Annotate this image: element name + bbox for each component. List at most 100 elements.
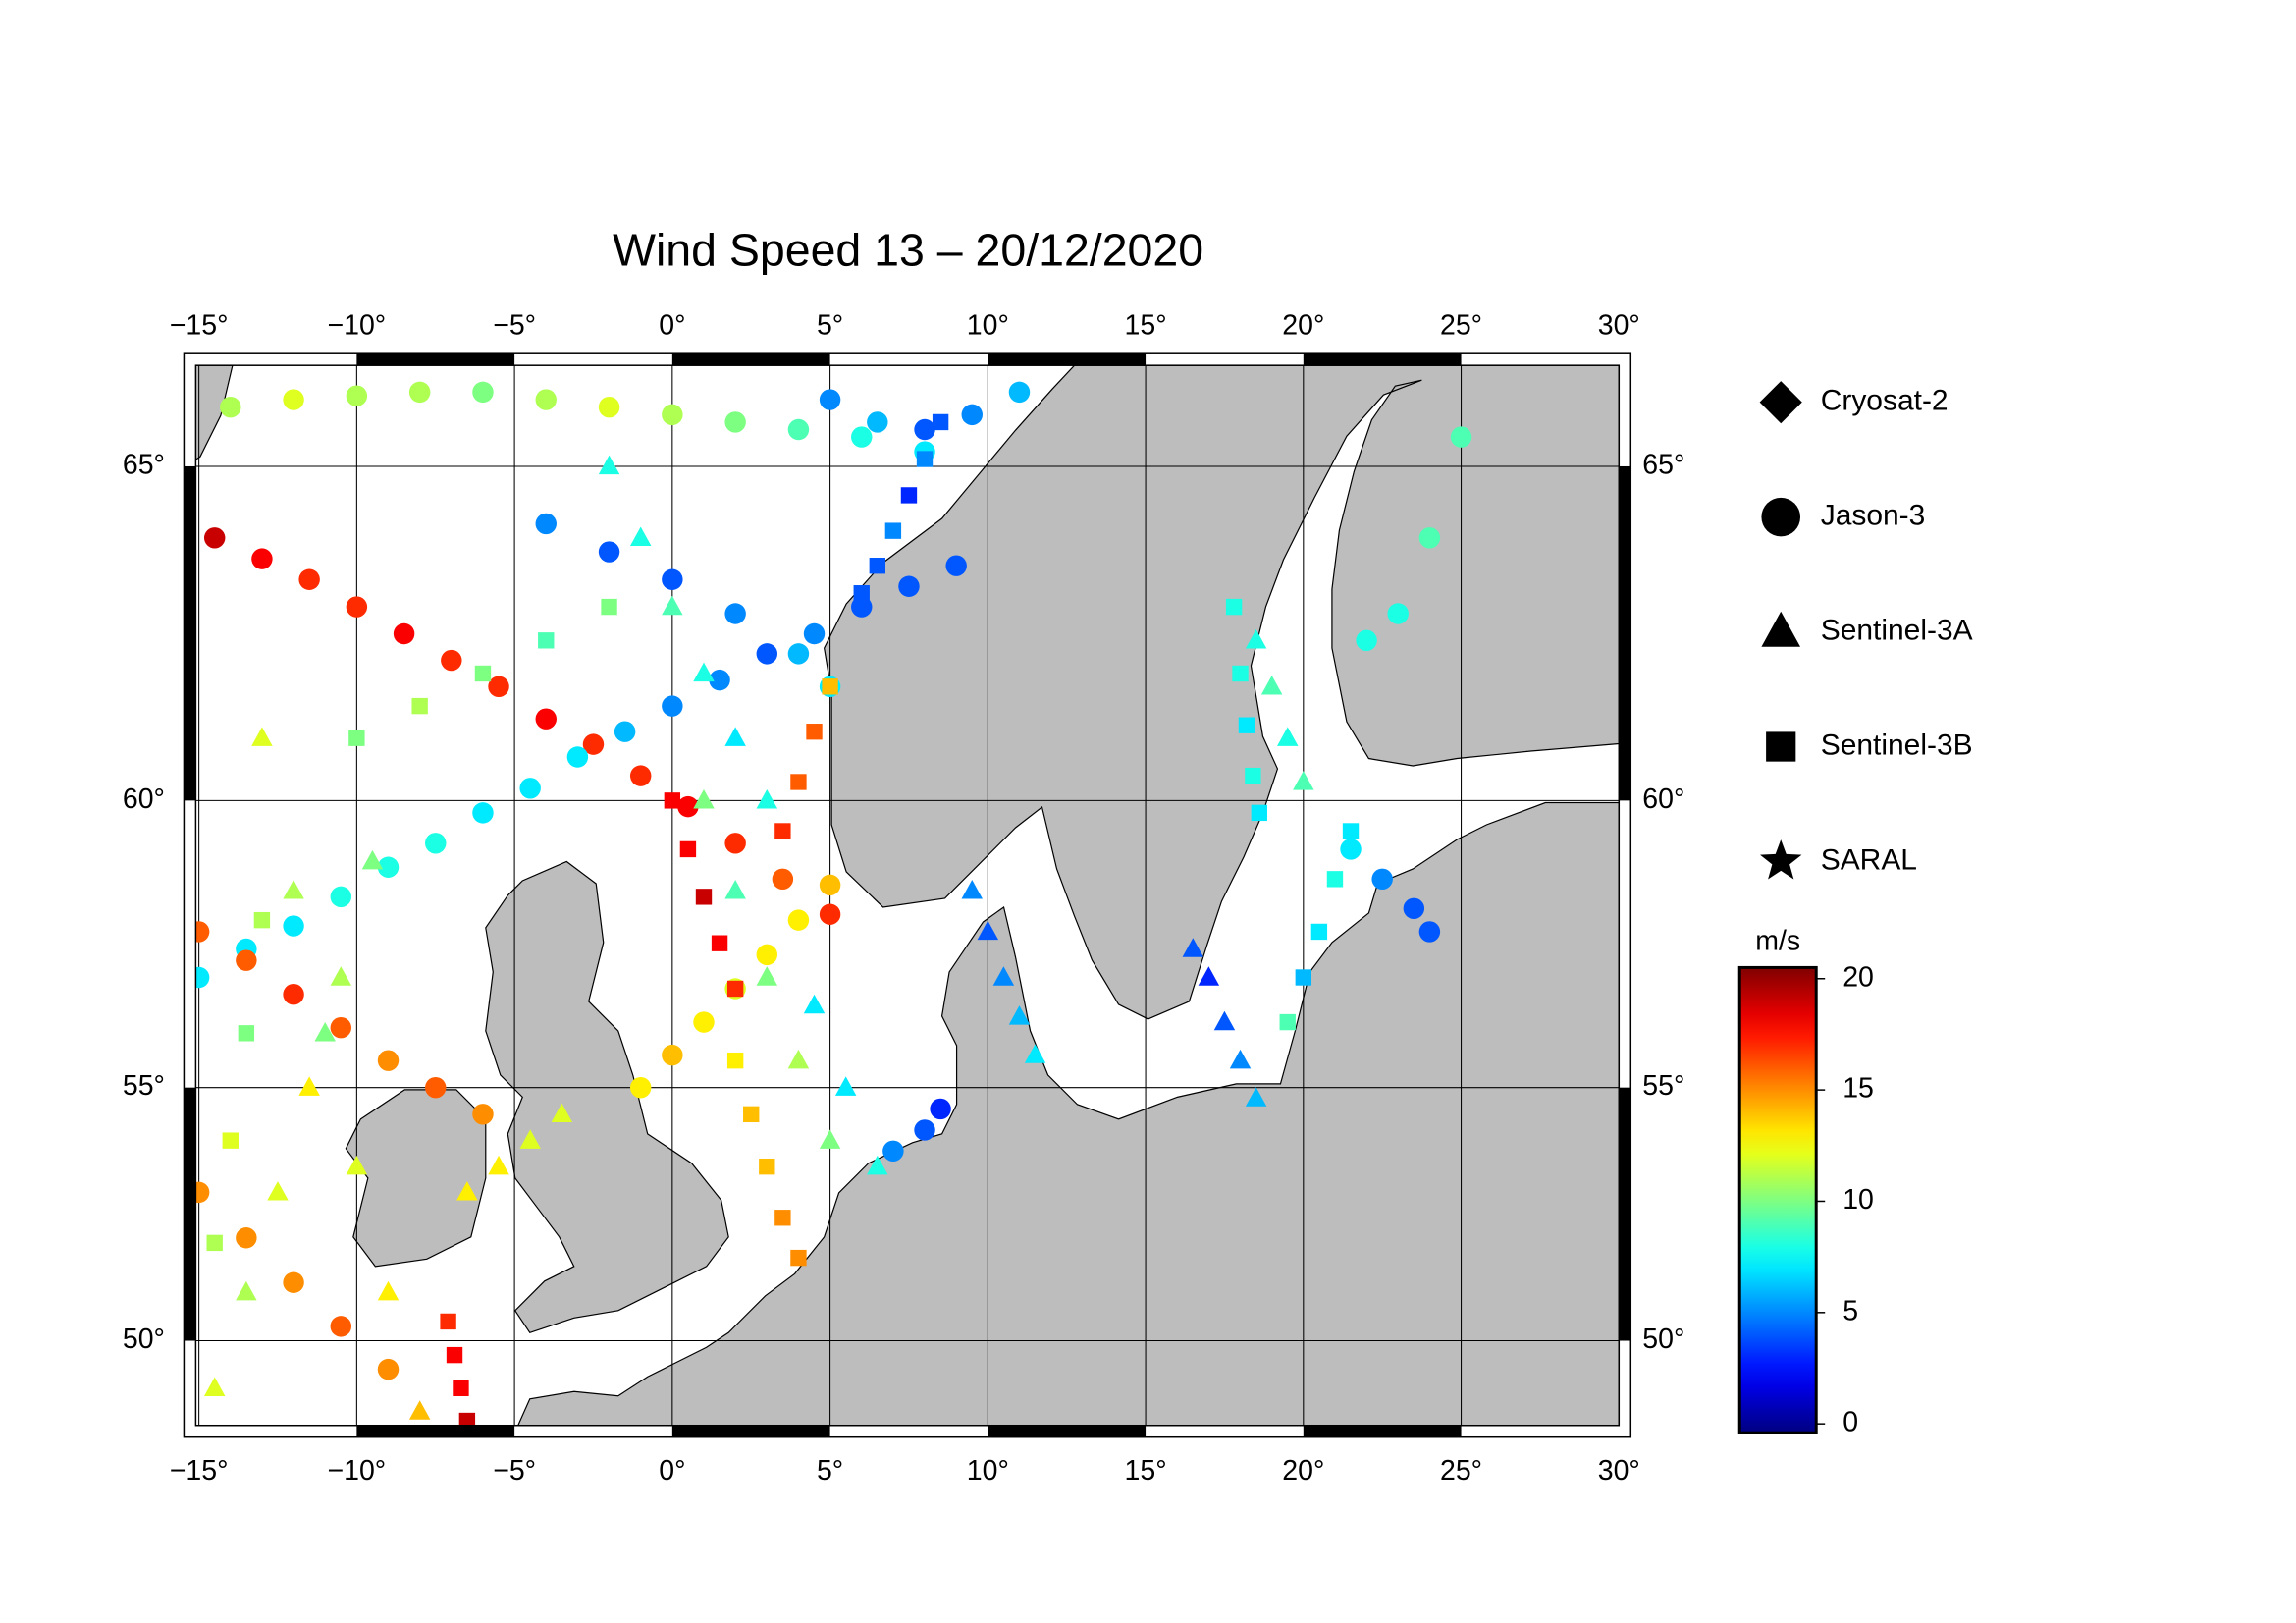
wind-point: [582, 733, 605, 755]
wind-point: [1225, 598, 1243, 616]
x-tick-label-top: 30°: [1598, 310, 1640, 342]
x-tick-label-top: 20°: [1282, 310, 1324, 342]
frame-segment: [1619, 465, 1631, 801]
wind-point: [961, 404, 983, 426]
colorbar-tick-label: 5: [1842, 1295, 1858, 1326]
wind-point: [930, 1098, 951, 1120]
y-tick-label-left: 55°: [123, 1070, 165, 1102]
wind-point: [346, 385, 368, 406]
data-points: [195, 381, 1472, 1426]
wind-point: [803, 994, 826, 1014]
wind-point: [1229, 1049, 1252, 1069]
legend-label: SARAL: [1821, 843, 1917, 876]
wind-point: [693, 789, 715, 809]
wind-point: [693, 662, 715, 682]
wind-point: [393, 622, 415, 645]
x-tick-label-top: −5°: [493, 310, 536, 342]
wind-point: [222, 1132, 239, 1149]
wind-point: [803, 622, 826, 645]
wind-point: [916, 451, 934, 467]
wind-point: [1182, 938, 1204, 957]
colorbar: m/s 0 5 10 15 20: [1737, 925, 1874, 1438]
wind-point: [203, 527, 226, 549]
frame-outer: [183, 352, 1632, 1438]
wind-point: [1260, 675, 1283, 695]
wind-point: [283, 880, 304, 899]
wind-point: [1418, 921, 1441, 943]
wind-point: [346, 596, 368, 618]
wind-point: [519, 1129, 541, 1149]
wind-point: [1232, 665, 1249, 682]
wind-point: [195, 1181, 210, 1204]
frame-inner: [194, 364, 1621, 1427]
wind-point: [411, 697, 428, 715]
wind-point: [472, 381, 494, 404]
wind-point: [867, 411, 888, 433]
frame-segment: [356, 353, 515, 366]
wind-point: [377, 856, 400, 878]
wind-point: [869, 558, 886, 574]
wind-point: [1213, 1010, 1236, 1031]
wind-point: [1418, 527, 1441, 549]
wind-point: [759, 1158, 775, 1175]
wind-point: [1310, 923, 1328, 941]
x-tick-label-bottom: 15°: [1125, 1455, 1167, 1487]
wind-point: [220, 396, 241, 418]
wind-point: [914, 1119, 935, 1141]
land-iceland: [195, 365, 234, 460]
wind-point: [1450, 426, 1472, 448]
wind-point: [756, 966, 778, 986]
frame-segment: [671, 353, 830, 366]
wind-point: [206, 1234, 223, 1252]
wind-point: [446, 1346, 463, 1364]
wind-point: [251, 548, 273, 569]
x-tick-label-bottom: 5°: [817, 1455, 843, 1487]
wind-point: [945, 555, 967, 576]
frame-segment: [184, 465, 196, 801]
frame-segment: [356, 1425, 515, 1437]
wind-point: [724, 603, 746, 624]
wind-point: [236, 1227, 257, 1249]
wind-point: [853, 585, 870, 602]
wind-point: [458, 1412, 476, 1426]
wind-point: [535, 389, 557, 410]
colorbar-tick-label: 15: [1842, 1073, 1874, 1105]
wind-point: [662, 404, 683, 426]
wind-point: [1387, 603, 1409, 624]
wind-point: [851, 596, 873, 618]
wind-point: [743, 1106, 760, 1123]
legend-label: Sentinel-3A: [1821, 615, 1973, 647]
wind-point: [709, 669, 730, 691]
frame-segment: [1303, 1425, 1462, 1437]
legend-marker: [1759, 381, 1802, 424]
wind-point: [898, 575, 920, 597]
wind-point: [851, 426, 873, 448]
frame-segment: [988, 353, 1147, 366]
wind-point: [1245, 1087, 1267, 1107]
wind-point: [724, 411, 746, 433]
x-tick-label-bottom: −10°: [328, 1455, 387, 1487]
wind-point: [425, 833, 447, 854]
wind-point: [787, 418, 810, 441]
wind-point: [1245, 767, 1261, 784]
frame-segment: [184, 1087, 196, 1341]
legend-label: Jason-3: [1821, 500, 1926, 532]
wind-point: [598, 541, 620, 563]
x-tick-label-bottom: 0°: [659, 1455, 685, 1487]
wind-point: [756, 789, 778, 809]
wind-point: [992, 966, 1015, 986]
y-tick-label-left: 60°: [123, 784, 165, 815]
y-tick-label-right: 65°: [1642, 449, 1684, 480]
x-tick-label-bottom: 25°: [1440, 1455, 1482, 1487]
wind-point: [1340, 839, 1362, 860]
legend-label: Sentinel-3B: [1821, 729, 1973, 761]
colorbar-tick-label: 20: [1842, 961, 1874, 993]
wind-point: [488, 676, 509, 698]
wind-point: [236, 1280, 257, 1301]
frame-segment: [1303, 353, 1462, 366]
wind-point: [662, 695, 683, 717]
wind-point: [1024, 1044, 1046, 1063]
wind-point: [1008, 1005, 1031, 1025]
wind-point: [790, 1249, 807, 1267]
